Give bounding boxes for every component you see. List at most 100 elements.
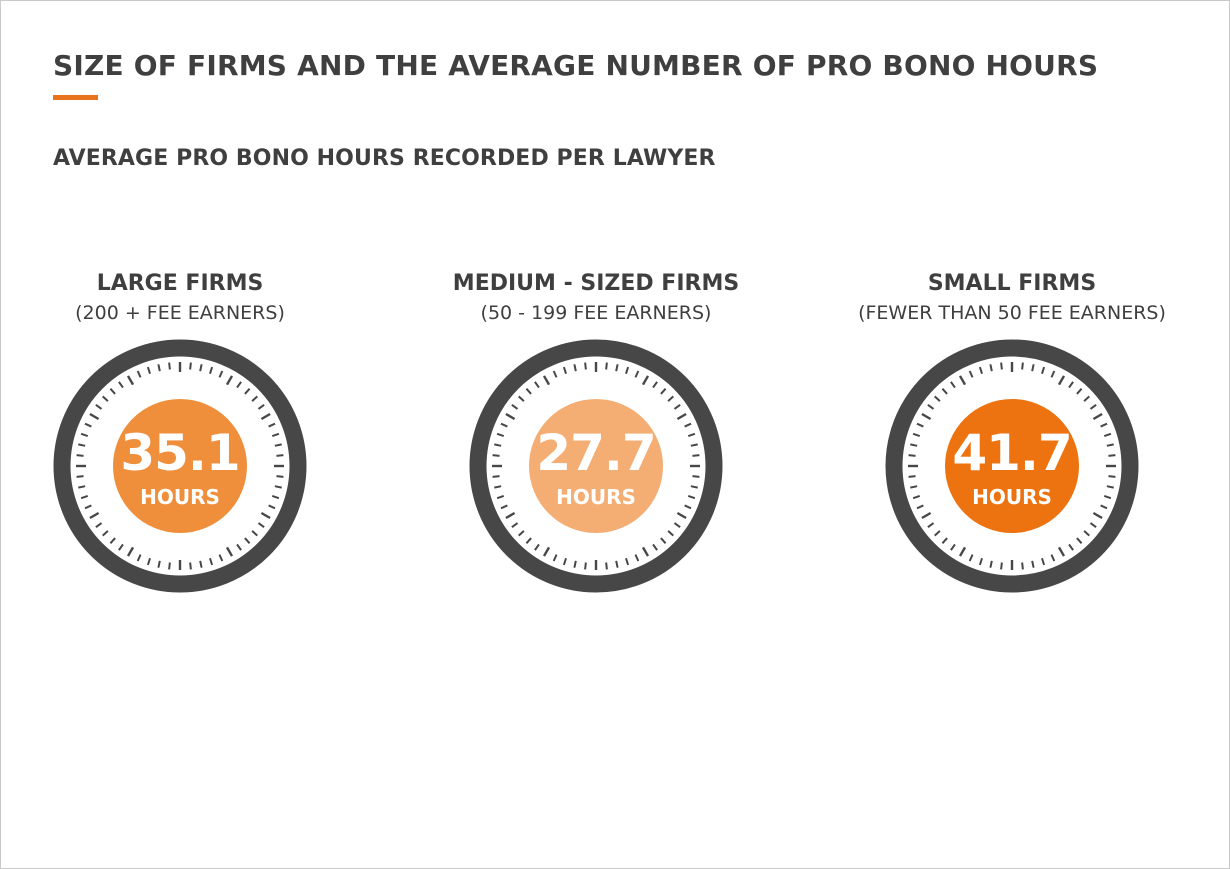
dial-tick (1050, 554, 1056, 562)
dial-tick (552, 370, 558, 378)
dial-tick (89, 412, 100, 421)
dial-tick (978, 557, 983, 566)
dial-tick (1076, 537, 1083, 544)
dial-tick (76, 475, 84, 478)
dial-tick (958, 546, 967, 557)
dial-tick (652, 543, 658, 551)
dial-graphic (885, 339, 1139, 593)
dial-tick (271, 495, 280, 500)
dial-tick (605, 362, 608, 370)
dial-tick (494, 485, 502, 489)
gauge-large-firms: LARGE FIRMS (200 + FEE EARNERS) 35.1 HOU… (0, 269, 360, 593)
dial-tick (912, 495, 921, 500)
dial-tick (660, 537, 667, 544)
dial-tick (912, 432, 921, 437)
dial-tick (910, 443, 918, 447)
dial-ticks (492, 362, 700, 570)
dial-tick (673, 404, 681, 410)
dial-tick (95, 522, 103, 528)
gauge-category-desc: (200 + FEE EARNERS) (75, 302, 285, 324)
gauge-category-desc: (50 - 199 FEE EARNERS) (480, 302, 712, 324)
dial-tick (102, 395, 109, 402)
dial-tick (1021, 562, 1024, 570)
dial-tick (78, 485, 86, 489)
dial-tick (542, 546, 551, 557)
dial-tick (257, 522, 265, 528)
dial-tick (968, 554, 974, 562)
dial-tick (934, 530, 941, 537)
dial-tick (1083, 530, 1090, 537)
dial-graphic (53, 339, 307, 593)
dial-tick (260, 511, 271, 520)
dial-tick (652, 381, 658, 389)
dial-tick (921, 412, 932, 421)
chart-subtitle: AVERAGE PRO BONO HOURS RECORDED PER LAWY… (53, 146, 716, 171)
dial-tick (1089, 522, 1097, 528)
dial-ticks (76, 362, 284, 570)
dial-tick (84, 422, 92, 428)
dial-tick (199, 364, 203, 372)
dial-tick (615, 364, 619, 372)
dial-tick (251, 530, 258, 537)
dial-tick (1092, 412, 1103, 421)
dial-tick (199, 560, 203, 568)
dial-tick (218, 370, 224, 378)
dial-tick (225, 546, 234, 557)
dial-tick (584, 562, 587, 570)
dial-tick (276, 454, 284, 457)
dial-tick (562, 366, 567, 375)
gauge-small-firms: SMALL FIRMS (FEWER THAN 50 FEE EARNERS) … (832, 269, 1192, 593)
dial-tick (534, 543, 540, 551)
dial-tick (1076, 388, 1083, 395)
dial-tick (927, 522, 935, 528)
dial-tick (916, 422, 924, 428)
dial-tick (244, 388, 251, 395)
dial-tick (941, 537, 948, 544)
dial-tick (500, 504, 508, 510)
dial-tick (1092, 511, 1103, 520)
dial-tick (189, 362, 192, 370)
data-label-value: 41.7 (952, 424, 1072, 482)
dial-tick (921, 511, 932, 520)
dial-tick (157, 364, 161, 372)
dial-tick (908, 454, 916, 457)
dial-tick (1106, 443, 1114, 447)
dial-tick (136, 554, 142, 562)
dial-tick (542, 375, 551, 386)
dial-tick (958, 375, 967, 386)
dial-tick (1089, 404, 1097, 410)
value-disc: 41.7 HOURS (945, 399, 1079, 533)
dial-tick (209, 557, 214, 566)
data-label-value: 27.7 (536, 424, 656, 482)
dial-tick (908, 475, 916, 478)
dial-tick (78, 443, 86, 447)
dial-tick (251, 395, 258, 402)
dial-tick (534, 381, 540, 389)
dial-tick (1108, 454, 1116, 457)
dial-tick (676, 511, 687, 520)
dial-tick (1041, 557, 1046, 566)
dial-tick (684, 422, 692, 428)
dial-tick (1083, 395, 1090, 402)
dial-tick (1103, 495, 1112, 500)
dial-tick (95, 404, 103, 410)
dial-tick (496, 432, 505, 437)
dial-tick (109, 537, 116, 544)
dial-tick (236, 543, 242, 551)
dial-tick (989, 364, 993, 372)
dial-graphic (469, 339, 723, 593)
dial-tick (910, 485, 918, 489)
data-label-unit: HOURS (556, 485, 636, 509)
dial-tick (1000, 362, 1003, 370)
dial-tick (573, 560, 577, 568)
dial-tick (615, 560, 619, 568)
dial-tick (684, 504, 692, 510)
dial-tick (1031, 560, 1035, 568)
dial-tick (989, 560, 993, 568)
dial-tick (625, 366, 630, 375)
dial-tick (1000, 562, 1003, 570)
dial-ticks (908, 362, 1116, 570)
dial-tick (1100, 422, 1108, 428)
dial-tick (146, 557, 151, 566)
dial-tick (500, 422, 508, 428)
